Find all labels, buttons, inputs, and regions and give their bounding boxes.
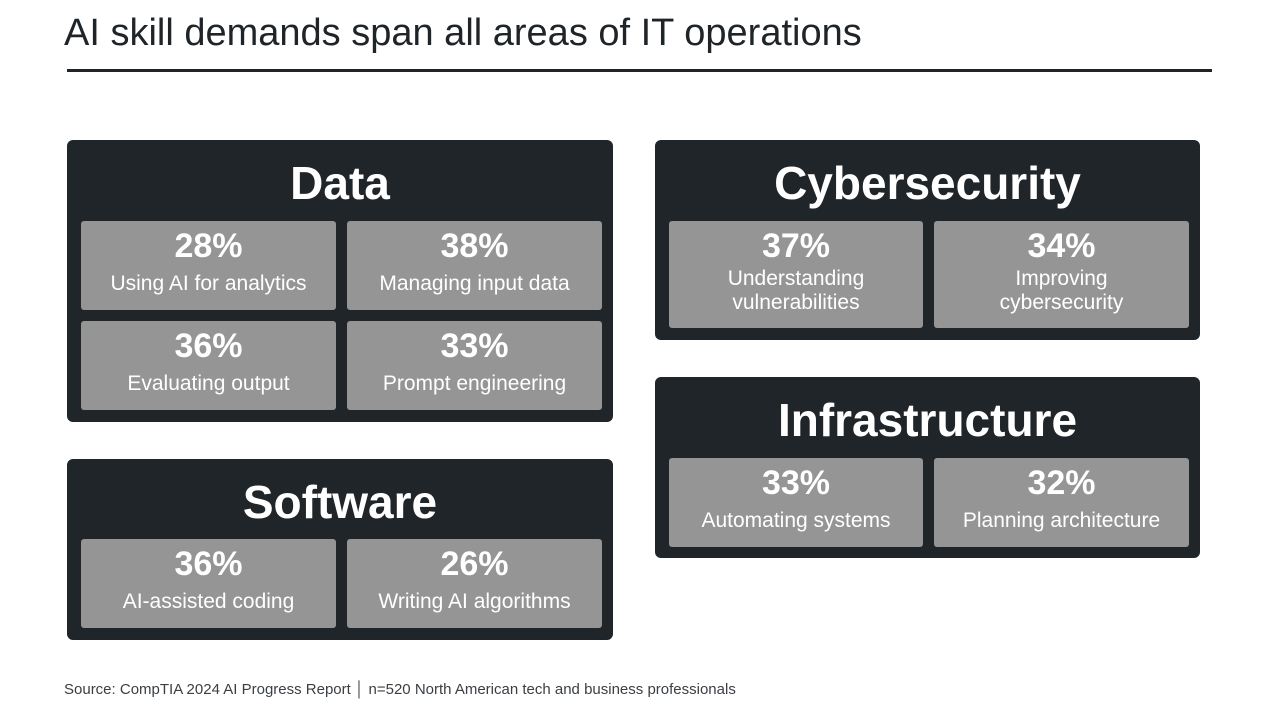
- stat-tile: 34% Improving cybersecurity: [934, 221, 1189, 328]
- panel-cybersecurity: Cybersecurity 37% Understanding vulnerab…: [655, 140, 1200, 340]
- stat-tile: 26% Writing AI algorithms: [347, 539, 602, 628]
- stat-tile: 33% Automating systems: [669, 458, 923, 547]
- stat-label-line: Improving: [1015, 267, 1108, 290]
- stat-label: AI-assisted coding: [122, 590, 295, 613]
- panel-title-software: Software: [242, 476, 438, 528]
- stat-value: 28%: [174, 227, 243, 265]
- stat-value: 36%: [174, 327, 243, 365]
- stat-value: 36%: [174, 545, 243, 583]
- stat-label: Evaluating output: [127, 372, 290, 395]
- stat-value: 26%: [440, 545, 509, 583]
- stat-label: Using AI for analytics: [110, 272, 307, 295]
- stat-tile: 36% Evaluating output: [81, 321, 336, 410]
- stat-tile: 37% Understanding vulnerabilities: [669, 221, 923, 328]
- stat-value: 34%: [1027, 227, 1096, 265]
- stat-label: Improving cybersecurity: [934, 267, 1189, 315]
- panel-infrastructure: Infrastructure 33% Automating systems 32…: [655, 377, 1200, 558]
- panel-title-data: Data: [290, 157, 390, 209]
- stat-label: Managing input data: [379, 272, 570, 295]
- stat-value: 37%: [761, 227, 831, 265]
- stat-tile: 38% Managing input data: [347, 221, 602, 310]
- panel-title-cybersecurity: Cybersecurity: [774, 157, 1081, 209]
- page-title: AI skill demands span all areas of IT op…: [64, 12, 862, 54]
- source-note: Source: CompTIA 2024 AI Progress Report …: [64, 681, 736, 698]
- panel-title-infrastructure: Infrastructure: [777, 394, 1078, 446]
- stat-label: Automating systems: [701, 509, 891, 532]
- stat-label-line: Understanding: [727, 267, 865, 290]
- stat-value: 32%: [1027, 464, 1096, 502]
- panel-software: Software 36% AI-assisted coding 26% Writ…: [67, 459, 613, 640]
- stat-label-line: cybersecurity: [999, 291, 1124, 314]
- stat-label-line: vulnerabilities: [732, 291, 860, 314]
- stat-value: 38%: [440, 227, 509, 265]
- stat-tile: 32% Planning architecture: [934, 458, 1189, 547]
- stat-tile: 36% AI-assisted coding: [81, 539, 336, 628]
- stat-label: Prompt engineering: [382, 372, 567, 395]
- stat-value: 33%: [761, 464, 831, 502]
- panel-data: Data 28% Using AI for analytics 38% Mana…: [67, 140, 613, 422]
- stat-label: Understanding vulnerabilities: [669, 267, 923, 315]
- title-divider: [67, 69, 1212, 72]
- stat-label: Planning architecture: [962, 509, 1161, 532]
- stat-label: Writing AI algorithms: [378, 590, 571, 613]
- stat-tile: 33% Prompt engineering: [347, 321, 602, 410]
- stat-value: 33%: [440, 327, 509, 365]
- stat-tile: 28% Using AI for analytics: [81, 221, 336, 310]
